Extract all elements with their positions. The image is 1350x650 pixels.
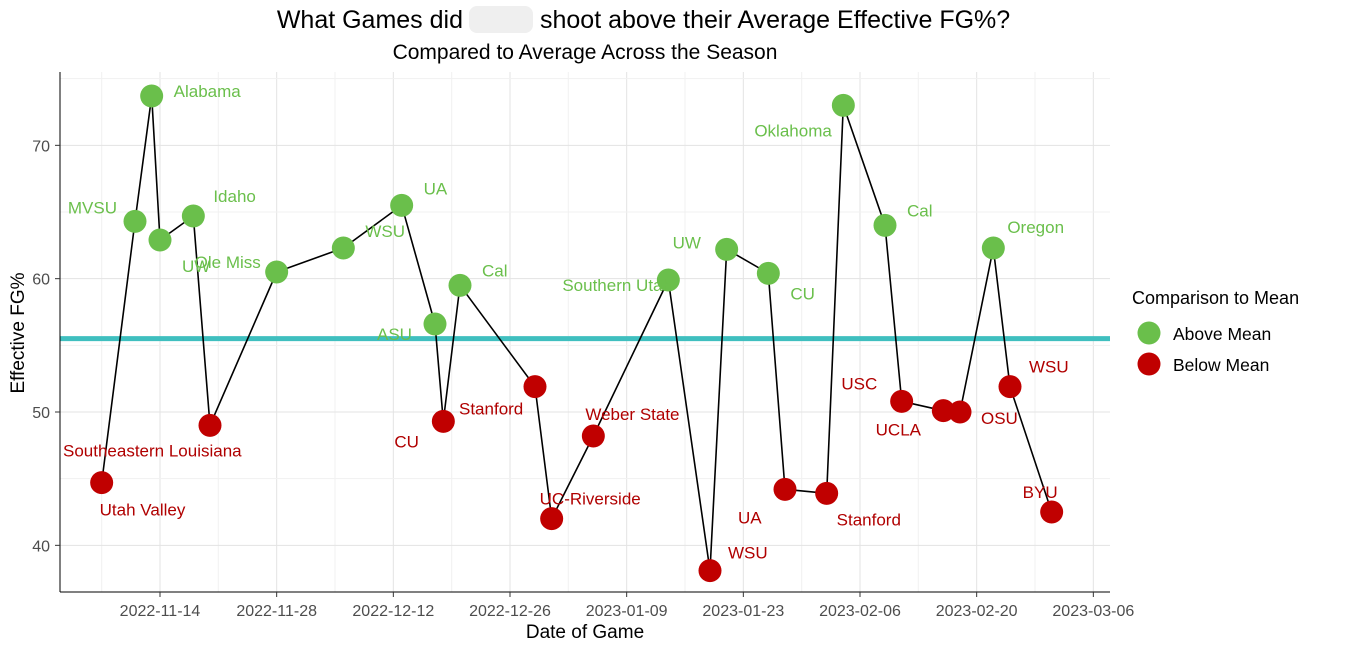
- x-tick-label: 2023-01-23: [702, 603, 784, 620]
- point-label: Idaho: [213, 187, 256, 206]
- x-tick-label: 2022-11-14: [120, 603, 201, 620]
- point-label: UCLA: [876, 420, 922, 439]
- tick-labels: 2022-11-14 2022-11-28 2022-12-12 2022-12-26…: [32, 138, 1134, 620]
- y-tick-label: 70: [32, 138, 50, 155]
- x-tick-label: 2023-01-09: [586, 603, 668, 620]
- point-label: ASU: [377, 325, 412, 344]
- data-points: [90, 84, 1064, 583]
- x-tick-label: 2022-12-26: [469, 603, 551, 620]
- data-point: [948, 400, 972, 424]
- legend-swatch-above: [1137, 321, 1161, 345]
- y-tick-label: 50: [32, 405, 50, 422]
- data-point: [931, 399, 955, 423]
- point-label: CU: [790, 284, 815, 303]
- x-tick-label: 2023-02-20: [936, 603, 1018, 620]
- gridlines: [60, 72, 1110, 592]
- data-point: [523, 375, 547, 399]
- data-point: [331, 236, 355, 260]
- point-label: UC-Riverside: [540, 490, 641, 509]
- point-label: UW: [673, 233, 701, 252]
- point-label: Oregon: [1007, 218, 1064, 237]
- data-point: [715, 237, 739, 261]
- point-labels: Utah Valley MVSU Alabama UW Idaho Southeaster…: [63, 82, 1069, 563]
- chart-title-suffix: shoot above their Average Effective FG%?: [540, 6, 1010, 34]
- point-label: Cal: [482, 261, 508, 280]
- legend-swatch-below: [1137, 352, 1161, 376]
- point-label: USC: [841, 375, 877, 394]
- data-point: [815, 481, 839, 505]
- point-label: UW: [182, 257, 210, 276]
- point-label: OSU: [981, 409, 1018, 428]
- data-point: [540, 507, 564, 531]
- legend: Comparison to Mean Above Mean Below Mean: [1132, 288, 1299, 376]
- data-point: [265, 260, 289, 284]
- point-label: UA: [738, 508, 762, 527]
- y-tick-label: 60: [32, 272, 50, 289]
- legend-label-below: Below Mean: [1173, 355, 1269, 375]
- point-label: Southeastern Louisiana: [63, 441, 242, 460]
- point-label: BYU: [1023, 483, 1058, 502]
- x-axis-title: Date of Game: [526, 622, 644, 643]
- chart-title: What Games did: [277, 6, 463, 34]
- data-point: [773, 477, 797, 501]
- legend-label-above: Above Mean: [1173, 324, 1271, 344]
- x-tick-label: 2023-02-06: [819, 603, 901, 620]
- data-point: [581, 424, 605, 448]
- data-point: [698, 559, 722, 583]
- data-point: [198, 413, 222, 437]
- data-point: [998, 375, 1022, 399]
- data-point: [890, 389, 914, 413]
- y-axis-title: Effective FG%: [8, 272, 29, 393]
- data-point: [181, 204, 205, 228]
- data-point: [423, 312, 447, 336]
- point-label: Weber State: [585, 405, 679, 424]
- point-label: Alabama: [174, 82, 242, 101]
- point-label: Oklahoma: [754, 121, 832, 140]
- point-label: UA: [424, 179, 448, 198]
- point-label: MVSU: [68, 198, 117, 217]
- data-point: [140, 84, 164, 108]
- point-label: Stanford: [837, 510, 901, 529]
- point-label: CU: [394, 432, 419, 451]
- x-tick-label: 2022-11-28: [236, 603, 317, 620]
- redacted-block: [469, 6, 533, 33]
- point-label: WSU: [728, 544, 768, 563]
- data-point: [981, 236, 1005, 260]
- data-point: [90, 471, 114, 495]
- point-label: WSU: [365, 222, 405, 241]
- point-label: Utah Valley: [100, 501, 186, 520]
- data-point: [656, 268, 680, 292]
- point-label: Southern Utah: [562, 276, 672, 295]
- data-point: [431, 409, 455, 433]
- point-label: Ole Miss: [195, 253, 261, 272]
- data-point: [873, 213, 897, 237]
- data-point: [756, 261, 780, 285]
- data-point: [448, 273, 472, 297]
- x-tick-label: 2022-12-12: [352, 603, 434, 620]
- point-label: WSU: [1029, 358, 1069, 377]
- x-tick-label: 2023-03-06: [1052, 603, 1134, 620]
- data-point: [831, 93, 855, 117]
- axes: [59, 72, 1110, 593]
- point-label: Cal: [907, 201, 933, 220]
- data-point: [1040, 500, 1064, 524]
- data-point: [123, 209, 147, 233]
- legend-title: Comparison to Mean: [1132, 288, 1299, 308]
- data-point: [390, 193, 414, 217]
- y-tick-label: 40: [32, 538, 50, 555]
- chart-subtitle: Compared to Average Across the Season: [393, 41, 778, 64]
- point-label: Stanford: [459, 400, 523, 419]
- data-point: [148, 228, 172, 252]
